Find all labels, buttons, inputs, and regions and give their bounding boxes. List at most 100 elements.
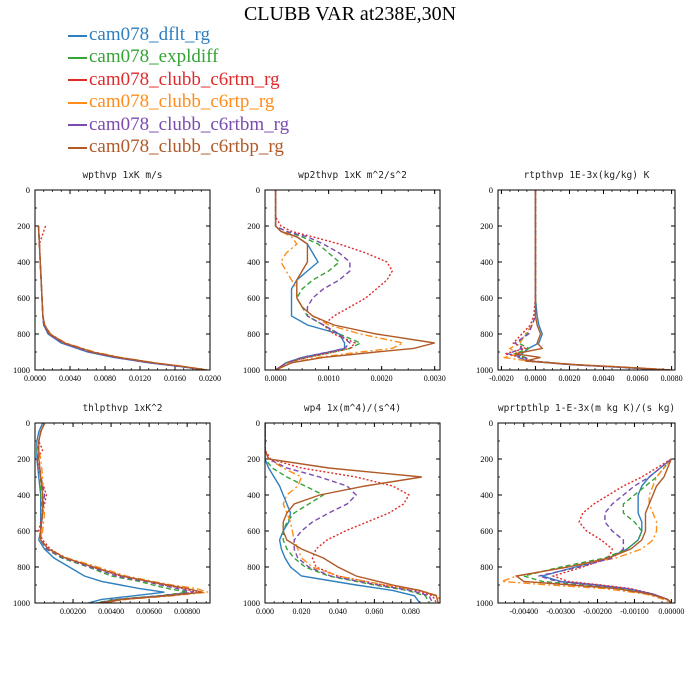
series-line-6 bbox=[265, 423, 439, 603]
x-tick-label: 0.080 bbox=[402, 607, 420, 616]
x-tick-label: -0.00400 bbox=[509, 607, 538, 616]
series-line-5 bbox=[265, 423, 434, 603]
series-line-3 bbox=[504, 190, 669, 370]
y-tick-label: 1000 bbox=[13, 598, 30, 608]
y-tick-label: 200 bbox=[480, 221, 493, 231]
legend-label: cam078_clubb_c6rtbp_rg bbox=[89, 135, 284, 157]
y-tick-label: 800 bbox=[480, 562, 493, 572]
y-tick-label: 600 bbox=[480, 526, 493, 536]
series-line-4 bbox=[502, 190, 672, 370]
plot-frame bbox=[264, 189, 441, 371]
y-tick-label: 0 bbox=[26, 418, 30, 428]
y-tick-label: 600 bbox=[480, 293, 493, 303]
legend-item: cam078_clubb_c6rtp_rg bbox=[68, 91, 289, 113]
y-tick-label: 600 bbox=[247, 526, 260, 536]
y-tick-label: 200 bbox=[247, 221, 260, 231]
chart-panel-4: thlpthvp 1xK^2 0 200 400 600 800 1000 0.00200 0.… bbox=[13, 403, 211, 616]
chart-panel-3: rtpthvp 1E-3x(kg/kg) K 0 200 400 600 800 1000-… bbox=[476, 170, 683, 383]
series-line-1 bbox=[36, 423, 165, 603]
legend-label: cam078_clubb_c6rtm_rg bbox=[89, 68, 280, 90]
y-tick-label: 400 bbox=[247, 257, 260, 267]
series-line-1 bbox=[37, 225, 206, 370]
series-line-2 bbox=[37, 225, 207, 370]
legend-item: cam078_expldiff bbox=[68, 46, 289, 68]
x-tick-label: 0.00000 bbox=[658, 607, 684, 616]
x-tick-label: 0.060 bbox=[365, 607, 383, 616]
y-tick-label: 400 bbox=[247, 490, 260, 500]
x-tick-label: -0.00200 bbox=[583, 607, 612, 616]
series-line-4 bbox=[274, 190, 405, 370]
y-tick-label: 800 bbox=[247, 329, 260, 339]
x-tick-label: 0.0200 bbox=[199, 374, 221, 383]
series-line-3 bbox=[274, 190, 394, 370]
x-tick-label: 0.0000 bbox=[24, 374, 46, 383]
y-tick-label: 0 bbox=[256, 418, 260, 428]
series-line-6 bbox=[514, 190, 670, 370]
x-tick-label: 0.0120 bbox=[129, 374, 151, 383]
series-line-1 bbox=[265, 423, 421, 603]
y-tick-label: 0 bbox=[26, 185, 30, 195]
plot-frame bbox=[497, 422, 676, 604]
y-tick-label: 600 bbox=[17, 526, 30, 536]
y-tick-label: 400 bbox=[17, 257, 30, 267]
x-tick-label: 0.0080 bbox=[661, 374, 683, 383]
x-tick-label: -0.00300 bbox=[546, 607, 575, 616]
x-tick-label: 0.00200 bbox=[60, 607, 86, 616]
legend-item: cam078_clubb_c6rtbp_rg bbox=[68, 136, 289, 158]
series-line-1 bbox=[517, 190, 669, 370]
legend-label: cam078_clubb_c6rtbm_rg bbox=[89, 113, 290, 135]
x-tick-label: 0.0040 bbox=[593, 374, 615, 383]
y-tick-label: 0 bbox=[489, 418, 493, 428]
y-tick-label: 800 bbox=[247, 562, 260, 572]
series-line-5 bbox=[538, 458, 672, 603]
x-tick-label: 0.00400 bbox=[98, 607, 124, 616]
series-line-6 bbox=[274, 190, 435, 370]
y-tick-label: 200 bbox=[17, 221, 30, 231]
chart-panel-2: wp2thvp 1xK m^2/s^2 0 200 400 600 800 1000 0.00… bbox=[243, 170, 446, 383]
x-tick-label: -0.00100 bbox=[620, 607, 649, 616]
series-line-5 bbox=[37, 225, 206, 370]
y-tick-label: 0 bbox=[489, 185, 493, 195]
series-line-3 bbox=[38, 225, 206, 370]
plot-frame bbox=[34, 422, 211, 604]
legend-item: cam078_dflt_rg bbox=[68, 24, 289, 46]
legend-item: cam078_clubb_c6rtm_rg bbox=[68, 69, 289, 91]
y-tick-label: 1000 bbox=[476, 365, 493, 375]
x-tick-label: 0.0010 bbox=[318, 374, 340, 383]
x-tick-label: 0.0080 bbox=[94, 374, 116, 383]
legend-swatch bbox=[68, 124, 87, 127]
y-tick-label: 200 bbox=[17, 454, 30, 464]
series-line-5 bbox=[38, 423, 194, 603]
x-tick-label: 0.0000 bbox=[524, 374, 546, 383]
panel-title: wpthvp 1xK m/s bbox=[82, 170, 162, 181]
y-tick-label: 400 bbox=[17, 490, 30, 500]
y-tick-label: 1000 bbox=[13, 365, 30, 375]
x-tick-label: 0.000 bbox=[256, 607, 274, 616]
series-line-2 bbox=[274, 190, 363, 370]
legend-swatch bbox=[68, 101, 87, 104]
series-line-6 bbox=[38, 423, 203, 603]
panel-title: rtpthvp 1E-3x(kg/kg) K bbox=[524, 170, 650, 181]
y-tick-label: 200 bbox=[480, 454, 493, 464]
y-tick-label: 600 bbox=[17, 293, 30, 303]
legend-label: cam078_clubb_c6rtp_rg bbox=[89, 91, 275, 113]
legend-swatch bbox=[68, 34, 87, 37]
series-line-4 bbox=[265, 423, 440, 603]
y-tick-label: 0 bbox=[256, 185, 260, 195]
x-tick-label: 0.0000 bbox=[265, 374, 287, 383]
series-line-2 bbox=[265, 423, 430, 603]
x-tick-label: 0.0030 bbox=[424, 374, 446, 383]
series-line-6 bbox=[514, 458, 672, 603]
y-tick-label: 800 bbox=[17, 562, 30, 572]
x-tick-label: -0.0020 bbox=[489, 374, 514, 383]
y-tick-label: 400 bbox=[480, 490, 493, 500]
x-tick-label: 0.020 bbox=[292, 607, 310, 616]
x-tick-label: 0.00600 bbox=[136, 607, 162, 616]
series-line-4 bbox=[501, 458, 672, 603]
x-tick-label: 0.0020 bbox=[558, 374, 580, 383]
legend-swatch bbox=[68, 79, 87, 82]
legend-swatch bbox=[68, 146, 87, 149]
